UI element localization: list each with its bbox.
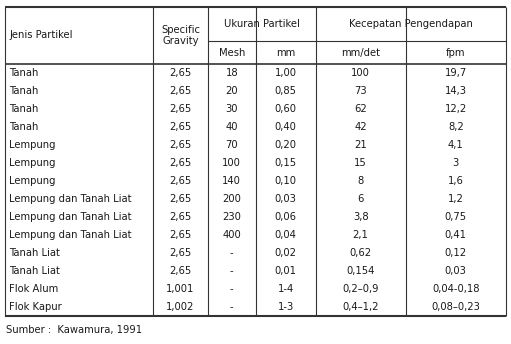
Text: 0,15: 0,15	[274, 158, 296, 168]
Text: 1-3: 1-3	[277, 302, 294, 312]
Text: 18: 18	[225, 68, 238, 78]
Text: 2,65: 2,65	[169, 158, 192, 168]
Text: mm/det: mm/det	[341, 48, 380, 58]
Text: 21: 21	[354, 140, 367, 150]
Text: Tanah: Tanah	[9, 104, 38, 114]
Text: 140: 140	[222, 176, 241, 186]
Text: 0,60: 0,60	[274, 104, 296, 114]
Text: Lempung: Lempung	[9, 140, 56, 150]
Text: 0,41: 0,41	[445, 230, 467, 240]
Text: 1,00: 1,00	[274, 68, 296, 78]
Text: 0,4–1,2: 0,4–1,2	[342, 302, 379, 312]
Text: 8: 8	[358, 176, 364, 186]
Text: 30: 30	[225, 104, 238, 114]
Text: Kecepatan Pengendapan: Kecepatan Pengendapan	[349, 19, 473, 29]
Text: 0,154: 0,154	[346, 266, 375, 276]
Text: Flok Kapur: Flok Kapur	[9, 302, 62, 312]
Text: Specific
Gravity: Specific Gravity	[161, 25, 200, 46]
Text: 2,65: 2,65	[169, 86, 192, 96]
Text: Lempung: Lempung	[9, 158, 56, 168]
Text: -: -	[230, 302, 234, 312]
Text: 0,10: 0,10	[274, 176, 296, 186]
Text: Lempung: Lempung	[9, 176, 56, 186]
Text: 200: 200	[222, 194, 241, 204]
Text: 14,3: 14,3	[445, 86, 467, 96]
Text: 2,65: 2,65	[169, 104, 192, 114]
Text: 0,40: 0,40	[274, 122, 296, 132]
Text: 0,03: 0,03	[274, 194, 296, 204]
Text: 2,65: 2,65	[169, 122, 192, 132]
Text: 230: 230	[222, 212, 241, 222]
Text: Tanah: Tanah	[9, 68, 38, 78]
Text: 2,65: 2,65	[169, 266, 192, 276]
Text: 2,65: 2,65	[169, 230, 192, 240]
Text: 1,6: 1,6	[448, 176, 464, 186]
Text: -: -	[230, 248, 234, 258]
Text: 0,2–0,9: 0,2–0,9	[342, 284, 379, 294]
Text: Tanah Liat: Tanah Liat	[9, 248, 60, 258]
Text: 100: 100	[222, 158, 241, 168]
Text: mm: mm	[276, 48, 295, 58]
Text: 62: 62	[354, 104, 367, 114]
Text: 0,04-0,18: 0,04-0,18	[432, 284, 479, 294]
Text: fpm: fpm	[446, 48, 466, 58]
Text: -: -	[230, 266, 234, 276]
Text: 0,62: 0,62	[350, 248, 371, 258]
Text: Tanah Liat: Tanah Liat	[9, 266, 60, 276]
Text: 0,06: 0,06	[274, 212, 296, 222]
Text: Flok Alum: Flok Alum	[9, 284, 58, 294]
Text: Mesh: Mesh	[219, 48, 245, 58]
Text: 400: 400	[222, 230, 241, 240]
Text: Ukuran Partikel: Ukuran Partikel	[224, 19, 299, 29]
Text: 70: 70	[225, 140, 238, 150]
Text: Lempung dan Tanah Liat: Lempung dan Tanah Liat	[9, 230, 132, 240]
Text: 0,85: 0,85	[274, 86, 296, 96]
Text: 3: 3	[453, 158, 459, 168]
Text: 2,65: 2,65	[169, 248, 192, 258]
Text: Tanah: Tanah	[9, 86, 38, 96]
Text: Lempung dan Tanah Liat: Lempung dan Tanah Liat	[9, 212, 132, 222]
Text: 2,65: 2,65	[169, 212, 192, 222]
Text: 0,20: 0,20	[274, 140, 296, 150]
Text: 0,75: 0,75	[445, 212, 467, 222]
Text: 4,1: 4,1	[448, 140, 463, 150]
Text: 1,2: 1,2	[448, 194, 464, 204]
Text: 0,12: 0,12	[445, 248, 467, 258]
Text: 3,8: 3,8	[353, 212, 368, 222]
Text: Sumber :  Kawamura, 1991: Sumber : Kawamura, 1991	[6, 325, 142, 335]
Text: 1-4: 1-4	[277, 284, 294, 294]
Text: 100: 100	[351, 68, 370, 78]
Text: 2,1: 2,1	[353, 230, 368, 240]
Text: 8,2: 8,2	[448, 122, 463, 132]
Text: 15: 15	[354, 158, 367, 168]
Text: 2,65: 2,65	[169, 68, 192, 78]
Text: 0,03: 0,03	[445, 266, 467, 276]
Text: 2,65: 2,65	[169, 194, 192, 204]
Text: 2,65: 2,65	[169, 140, 192, 150]
Text: Lempung dan Tanah Liat: Lempung dan Tanah Liat	[9, 194, 132, 204]
Text: 12,2: 12,2	[445, 104, 467, 114]
Text: 0,08–0,23: 0,08–0,23	[431, 302, 480, 312]
Text: 73: 73	[354, 86, 367, 96]
Text: 40: 40	[225, 122, 238, 132]
Text: 19,7: 19,7	[445, 68, 467, 78]
Text: 6: 6	[358, 194, 364, 204]
Text: 42: 42	[354, 122, 367, 132]
Text: 20: 20	[225, 86, 238, 96]
Text: Tanah: Tanah	[9, 122, 38, 132]
Text: 0,01: 0,01	[274, 266, 296, 276]
Text: 2,65: 2,65	[169, 176, 192, 186]
Text: Jenis Partikel: Jenis Partikel	[9, 30, 73, 41]
Text: 0,02: 0,02	[274, 248, 296, 258]
Text: 1,001: 1,001	[166, 284, 195, 294]
Text: -: -	[230, 284, 234, 294]
Text: 1,002: 1,002	[166, 302, 195, 312]
Text: 0,04: 0,04	[274, 230, 296, 240]
